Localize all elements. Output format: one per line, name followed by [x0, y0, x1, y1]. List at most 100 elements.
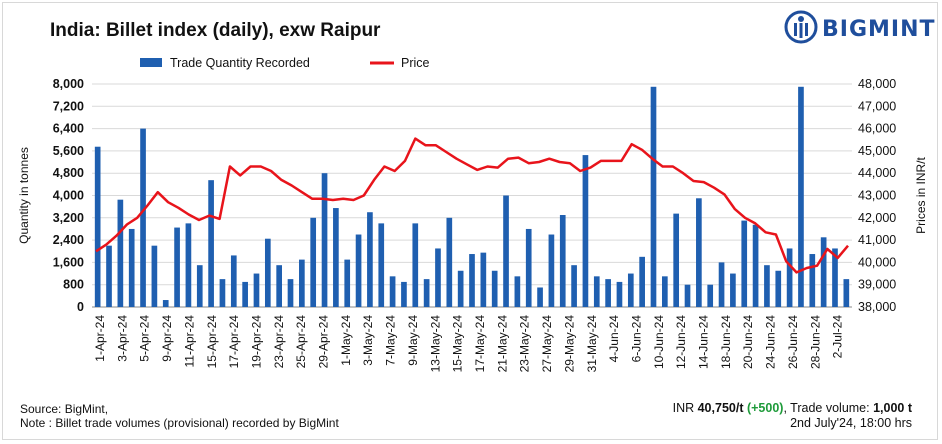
x-tick-label: 1-Apr-24: [93, 315, 107, 362]
bar: [185, 223, 192, 307]
price-value: 40,750/t: [697, 401, 744, 415]
bar: [491, 270, 498, 307]
bar: [469, 254, 475, 307]
bar: [843, 279, 850, 307]
bar: [650, 86, 657, 307]
right-tick-label: 39,000: [858, 278, 896, 292]
right-tick-label: 45,000: [858, 144, 896, 158]
left-tick-label: 4,000: [53, 189, 84, 203]
left-tick-label: 4,800: [53, 166, 84, 180]
bigmint-logo-icon: [784, 10, 818, 44]
bar: [514, 276, 521, 307]
bar: [457, 270, 464, 307]
x-tick-label: 9-May-24: [406, 315, 420, 366]
bar: [662, 276, 668, 307]
bar: [355, 234, 362, 307]
x-tick-label: 5-Apr-24: [138, 315, 152, 362]
left-tick-label: 7,200: [53, 99, 84, 113]
bar: [605, 279, 611, 307]
bar: [752, 224, 759, 307]
x-tick-label: 17-May-24: [473, 315, 487, 373]
right-tick-label: 40,000: [858, 255, 896, 269]
x-tick-label: 19-Apr-24: [249, 315, 263, 369]
bar: [401, 281, 407, 307]
bar: [525, 228, 532, 307]
bar: [423, 279, 430, 307]
left-tick-label: 0: [77, 300, 84, 314]
x-tick-label: 7-May-24: [384, 315, 398, 366]
bar: [718, 262, 725, 307]
bar: [537, 287, 543, 307]
chart-title: India: Billet index (daily), exw Raipur: [50, 20, 381, 41]
note-text: Note : Billet trade volumes (provisional…: [20, 416, 339, 430]
bar: [684, 284, 691, 307]
left-axis-title: Quantity in tonnes: [17, 147, 31, 244]
bar: [786, 248, 793, 307]
bar: [820, 237, 827, 307]
right-tick-label: 47,000: [858, 99, 896, 113]
left-tick-label: 5,600: [53, 144, 84, 158]
x-tick-label: 20-Jun-24: [741, 315, 755, 369]
bar: [593, 276, 600, 307]
timestamp: 2nd July'24, 18:00 hrs: [790, 416, 912, 430]
x-tick-label: 26-Jun-24: [786, 315, 800, 369]
bar: [412, 223, 419, 307]
price-change: (+500): [746, 401, 784, 415]
x-tick-label: 3-May-24: [361, 315, 375, 366]
x-tick-label: 17-Apr-24: [227, 315, 241, 369]
bar: [117, 199, 124, 307]
bar: [310, 217, 317, 307]
bar: [287, 279, 294, 307]
right-tick-label: 48,000: [858, 77, 896, 91]
bar: [582, 155, 589, 307]
price-line: [95, 137, 849, 274]
price-summary: INR 40,750/t (+500), Trade volume: 1,000…: [673, 401, 912, 431]
legend-swatch-bar: [140, 58, 162, 67]
bar: [435, 248, 441, 307]
bar: [627, 273, 634, 307]
bar: [162, 300, 169, 307]
bar: [480, 252, 487, 307]
bar: [264, 238, 271, 307]
x-tick-label: 12-Jun-24: [674, 315, 688, 369]
bar: [174, 227, 180, 307]
x-tick-label: 31-May-24: [585, 315, 599, 373]
bar: [321, 173, 328, 307]
x-tick-label: 4-Jun-24: [607, 315, 621, 363]
x-tick-label: 24-Jun-24: [764, 315, 778, 369]
bar: [809, 254, 816, 307]
x-tick-label: 14-Jun-24: [697, 315, 711, 369]
bar: [741, 220, 748, 307]
bar: [571, 265, 577, 307]
right-tick-label: 46,000: [858, 122, 896, 136]
bar: [106, 245, 112, 307]
bar: [707, 284, 714, 307]
x-tick-label: 3-Apr-24: [115, 315, 129, 362]
x-tick-label: 10-Jun-24: [652, 315, 666, 369]
chart-area: 0 800 1,600 2,400 3,200 4,000 4,800 5,600 6,400 7…: [17, 56, 928, 373]
x-tick-label: 11-Apr-24: [182, 315, 196, 368]
x-tick-label: 29-Apr-24: [317, 315, 331, 369]
bar: [219, 279, 226, 307]
bar: [503, 195, 509, 307]
x-tick-label: 6-Jun-24: [629, 315, 643, 363]
right-tick-label: 43,000: [858, 189, 896, 203]
bar: [616, 281, 623, 307]
bar: [775, 270, 782, 307]
bar: [151, 245, 158, 307]
x-tick-label: 2-Jul-24: [831, 315, 845, 359]
bar: [276, 265, 282, 307]
bar: [559, 215, 566, 307]
x-tick-label: 13-May-24: [428, 315, 442, 373]
x-tick-label: 21-May-24: [495, 315, 509, 373]
left-tick-label: 3,200: [53, 211, 84, 225]
volume-label: , Trade volume:: [783, 401, 874, 415]
legend-label-line: Price: [401, 56, 430, 70]
x-tick-label: 23-Apr-24: [272, 315, 286, 369]
right-tick-label: 41,000: [858, 233, 896, 247]
bar: [764, 265, 770, 307]
right-tick-label: 42,000: [858, 211, 896, 225]
bar: [299, 259, 305, 307]
bar: [253, 273, 260, 307]
x-tick-label: 25-Apr-24: [294, 315, 308, 369]
